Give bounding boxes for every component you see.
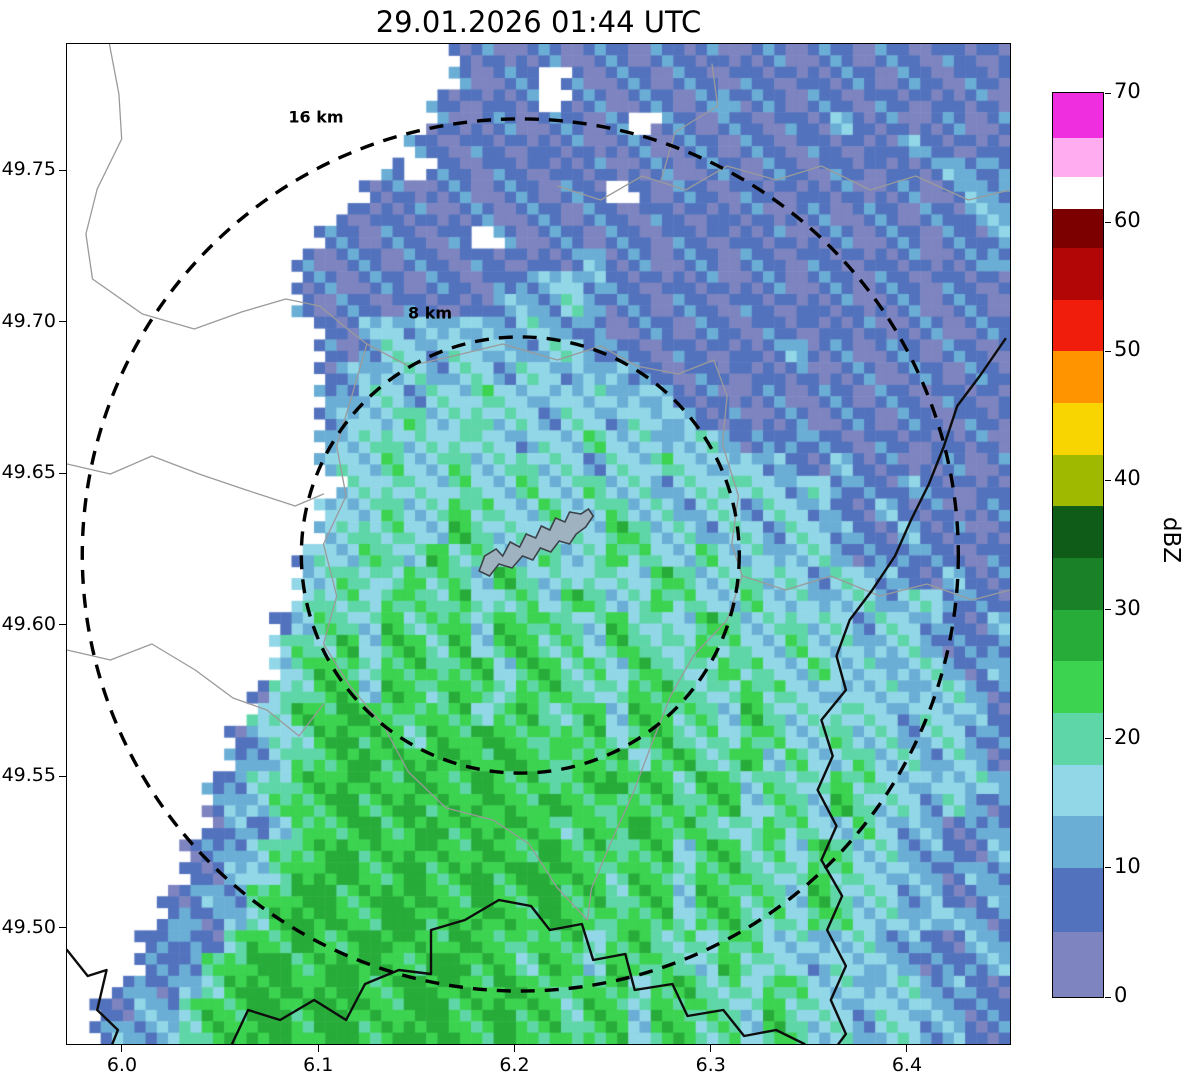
- colorbar-segment-5-10dbz: [1053, 867, 1103, 933]
- x-axis-tick-label: 6.1: [303, 1054, 334, 1076]
- colorbar-tick-mark: [1105, 92, 1111, 94]
- colorbar-segment-34-38dbz: [1053, 505, 1103, 558]
- x-axis-tick-mark: [906, 1045, 908, 1052]
- admin-boundary-line: [85, 44, 368, 345]
- x-axis-tick-label: 6.4: [891, 1054, 923, 1076]
- y-axis-tick-mark: [59, 927, 66, 929]
- y-axis-tick-mark: [59, 472, 66, 474]
- colorbar-tick-mark: [1105, 867, 1111, 869]
- y-axis-tick-label: 49.55: [1, 764, 56, 787]
- colorbar-tick-label: 70: [1114, 79, 1141, 103]
- colorbar-segment-50-54dbz: [1053, 299, 1103, 352]
- colorbar-segment-22-26dbz: [1053, 660, 1103, 713]
- y-axis-tick-label: 49.60: [1, 612, 56, 635]
- colorbar-segment-0-5dbz: [1053, 931, 1103, 997]
- x-axis-tick-mark: [513, 1045, 515, 1052]
- colorbar-tick-mark: [1105, 350, 1111, 352]
- colorbar-segment-10-14dbz: [1053, 815, 1103, 868]
- colorbar-segment-46-50dbz: [1053, 350, 1103, 403]
- y-axis-tick-label: 49.50: [1, 915, 56, 938]
- admin-boundary-line: [586, 575, 743, 921]
- colorbar-axis-label: dBZ: [1158, 516, 1185, 564]
- range-ring-label-8km: 8 km: [408, 303, 453, 323]
- colorbar-tick-label: 10: [1114, 853, 1141, 878]
- admin-boundary-line: [660, 63, 719, 181]
- radar-map-plot: 16 km 8 km: [66, 43, 1011, 1045]
- colorbar-segment-42-46dbz: [1053, 402, 1103, 455]
- admin-boundary-line: [322, 343, 589, 921]
- colorbar-segment-38-42dbz: [1053, 454, 1103, 507]
- city-area-polygon: [478, 507, 595, 577]
- x-axis-tick-mark: [710, 1045, 712, 1052]
- admin-boundary-line: [67, 643, 325, 737]
- x-axis-tick-label: 6.3: [695, 1054, 726, 1076]
- colorbar-tick-label: 60: [1114, 208, 1141, 233]
- colorbar-segment-18-22dbz: [1053, 712, 1103, 765]
- colorbar-segment-54-58dbz: [1053, 247, 1103, 300]
- admin-boundary-line: [556, 165, 1010, 201]
- colorbar-tick-mark: [1105, 609, 1111, 611]
- colorbar-segment-58-61dbz: [1053, 208, 1103, 248]
- colorbar-segment-14-18dbz: [1053, 764, 1103, 817]
- colorbar-tick-label: 20: [1114, 724, 1141, 749]
- range-ring-16km: [80, 117, 961, 993]
- y-axis-tick-mark: [59, 775, 66, 777]
- admin-boundary-line: [741, 575, 1010, 601]
- country-border-line: [816, 337, 1007, 1044]
- colorbar-tick-label: 40: [1114, 466, 1141, 491]
- plot-title: 29.01.2026 01:44 UTC: [375, 5, 702, 39]
- y-axis-tick-label: 49.75: [1, 158, 56, 181]
- colorbar-tick-label: 0: [1114, 983, 1128, 1007]
- x-axis-tick-label: 6.0: [106, 1054, 138, 1076]
- colorbar-tick-label: 50: [1114, 337, 1141, 362]
- colorbar-segment-26-30dbz: [1053, 609, 1103, 662]
- admin-boundary-line: [67, 455, 325, 507]
- x-axis-tick-mark: [121, 1045, 123, 1052]
- map-overlay: [67, 44, 1010, 1044]
- country-border-line: [230, 898, 806, 1044]
- colorbar-segment-61-63.5dbz: [1053, 176, 1103, 210]
- admin-boundary-line: [366, 343, 743, 577]
- colorbar-tick-mark: [1105, 738, 1111, 740]
- y-axis-tick-mark: [59, 321, 66, 323]
- colorbar-segment-66.5-70dbz: [1053, 93, 1103, 139]
- range-ring-8km: [299, 335, 741, 775]
- x-axis-tick-mark: [317, 1045, 319, 1052]
- y-axis-tick-label: 49.70: [1, 309, 56, 332]
- y-axis-tick-mark: [59, 624, 66, 626]
- y-axis-tick-label: 49.65: [1, 461, 56, 484]
- colorbar-segment-30-34dbz: [1053, 557, 1103, 610]
- country-border-line: [67, 948, 120, 1044]
- colorbar-tick-mark: [1105, 479, 1111, 481]
- colorbar-tick-mark: [1105, 221, 1111, 223]
- y-axis-tick-mark: [59, 169, 66, 171]
- colorbar-tick-mark: [1105, 996, 1111, 998]
- colorbar: [1052, 92, 1104, 998]
- colorbar-tick-label: 30: [1114, 595, 1141, 620]
- x-axis-tick-label: 6.2: [499, 1054, 530, 1076]
- colorbar-segment-63.5-66.5dbz: [1053, 137, 1103, 177]
- range-ring-label-16km: 16 km: [288, 107, 344, 127]
